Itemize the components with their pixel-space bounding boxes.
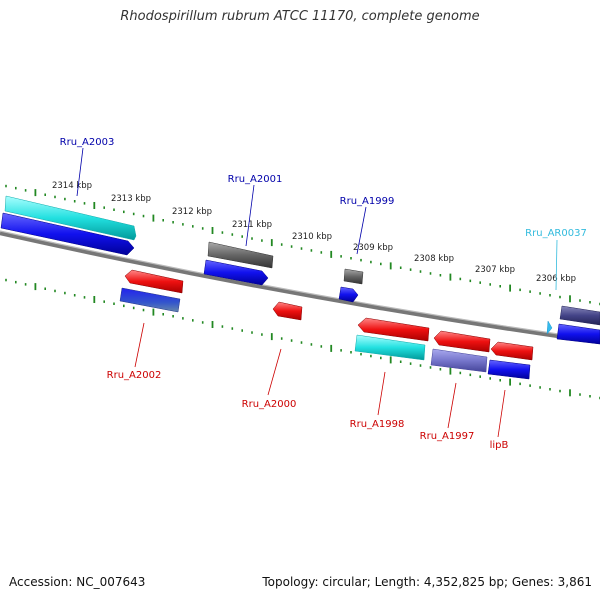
- gene-feature-rru-a1997[interactable]: [433, 330, 491, 353]
- scale-label-2312: 2312 kbp: [172, 207, 212, 217]
- label-leaders: [76, 147, 558, 438]
- gene-label-rru-a2003[interactable]: Rru_A2003: [60, 137, 115, 148]
- gene-feature[interactable]: [430, 348, 488, 373]
- forward-genes: [0, 195, 600, 345]
- gene-feature[interactable]: [207, 241, 274, 269]
- gene-feature-rru-a2003[interactable]: [0, 212, 135, 256]
- gene-feature-rru-a2002[interactable]: [124, 269, 184, 294]
- scale-label-2310: 2310 kbp: [292, 232, 332, 242]
- gene-feature[interactable]: [4, 195, 137, 241]
- scale-label-2307: 2307 kbp: [475, 265, 515, 275]
- gene-feature[interactable]: [556, 323, 600, 345]
- gene-feature-rru-a2000[interactable]: [272, 301, 303, 321]
- scale-label-2313: 2313 kbp: [111, 194, 151, 204]
- gene-feature[interactable]: [119, 287, 181, 313]
- forward-scale-ticks: [5, 184, 600, 306]
- scale-label-2308: 2308 kbp: [414, 254, 454, 264]
- reverse-scale-ticks: [5, 278, 600, 400]
- gene-feature-rru-a1999[interactable]: [338, 286, 359, 303]
- gene-feature-rru-ar0037[interactable]: [546, 320, 553, 335]
- scale-label-2311: 2311 kbp: [232, 220, 272, 230]
- genome-summary-text: Topology: circular; Length: 4,352,825 bp…: [262, 575, 592, 589]
- accession-text: Accession: NC_007643: [9, 575, 146, 589]
- gene-label-rru-a1999[interactable]: Rru_A1999: [340, 196, 395, 207]
- gene-feature[interactable]: [354, 334, 426, 361]
- genome-title: Rhodospirillum rubrum ATCC 11170, comple…: [120, 9, 480, 24]
- reverse-genes: [119, 269, 534, 380]
- gene-feature-rru-a2001[interactable]: [203, 259, 269, 286]
- scale-label-2314: 2314 kbp: [52, 181, 92, 191]
- genome-backbone: [0, 230, 600, 345]
- gene-label-rru-a1998[interactable]: Rru_A1998: [350, 419, 405, 430]
- gene-feature-lipb[interactable]: [490, 341, 534, 361]
- gene-feature[interactable]: [487, 359, 531, 380]
- gene-label-rru-a2000[interactable]: Rru_A2000: [242, 399, 297, 410]
- gene-feature-rru-a1998[interactable]: [357, 317, 430, 342]
- gene-label-lipb[interactable]: lipB: [490, 440, 509, 451]
- gene-label-rru-ar0037[interactable]: Rru_AR0037: [525, 228, 587, 239]
- gene-label-rru-a2001[interactable]: Rru_A2001: [228, 174, 283, 185]
- gene-label-rru-a1997[interactable]: Rru_A1997: [420, 431, 475, 442]
- gene-labels: Rru_A2003 Rru_A2001 Rru_A1999 Rru_AR0037…: [60, 137, 587, 451]
- gene-feature[interactable]: [559, 305, 600, 326]
- gene-label-rru-a2002[interactable]: Rru_A2002: [107, 370, 162, 381]
- gene-feature[interactable]: [343, 268, 364, 285]
- scale-label-2309: 2309 kbp: [353, 243, 393, 253]
